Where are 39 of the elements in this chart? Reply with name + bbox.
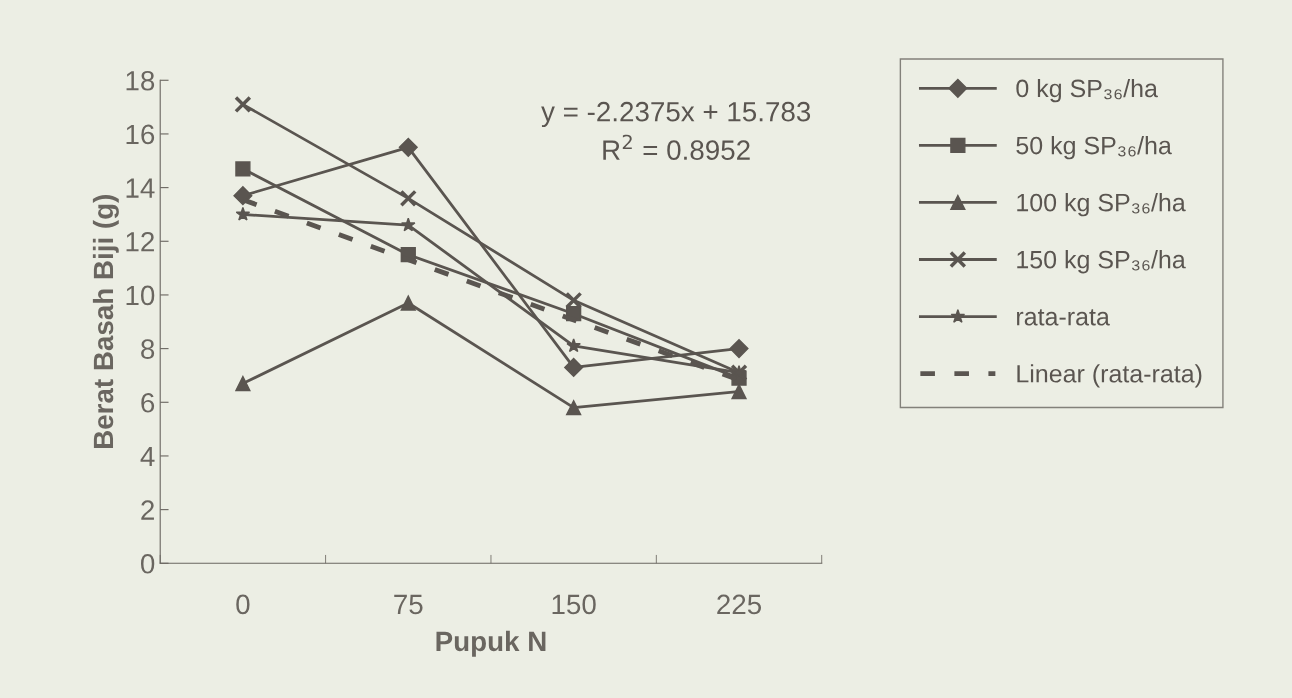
- point: [399, 189, 417, 208]
- y-tick-label: 10: [126, 285, 155, 306]
- y-tick-label: 18: [126, 70, 155, 91]
- point: [564, 291, 583, 309]
- point: [400, 295, 416, 311]
- point: [729, 339, 749, 359]
- legend-label: Linear (rata-rata): [1017, 364, 1202, 388]
- point: [566, 400, 582, 416]
- x-axis-title: Pupuk N: [436, 630, 546, 657]
- y-tick-label: 0: [140, 553, 155, 574]
- legend-label: 150 kg SP₃₆/ha: [1017, 250, 1186, 274]
- x-tick-label: 0: [236, 594, 250, 615]
- point: [235, 375, 251, 392]
- annotation: y = -2.2375x + 15.783: [541, 101, 811, 128]
- point: [235, 161, 251, 177]
- y-tick-label: 16: [126, 124, 155, 145]
- y-tick-label: 14: [126, 178, 155, 198]
- annotation: R$^{2}$ = 0.8952: [603, 134, 750, 160]
- point: [564, 357, 584, 377]
- legend-label: rata-rata: [1017, 309, 1110, 326]
- point: [235, 206, 251, 221]
- y-tick-label: 2: [141, 500, 154, 520]
- y-tick-label: 12: [126, 231, 154, 252]
- x-tick-label: 150: [552, 594, 596, 615]
- y-tick-label: 6: [141, 392, 155, 413]
- x-tick-label: 225: [717, 594, 762, 615]
- legend-label: 50 kg SP₃₆/ha: [1016, 136, 1172, 160]
- point: [233, 186, 253, 206]
- x-tick-label: 75: [394, 594, 423, 615]
- point: [398, 137, 418, 157]
- y-axis-title: Berat Basah Biji (g): [92, 195, 119, 449]
- y-tick-label: 8: [141, 339, 155, 359]
- legend-label: 0 kg SP₃₆/ha: [1016, 78, 1158, 103]
- point: [400, 217, 416, 232]
- point: [566, 338, 581, 353]
- point: [234, 95, 252, 114]
- point: [731, 383, 747, 400]
- y-tick-label: 4: [140, 446, 155, 467]
- legend-label: 100 kg SP₃₆/ha: [1017, 193, 1186, 217]
